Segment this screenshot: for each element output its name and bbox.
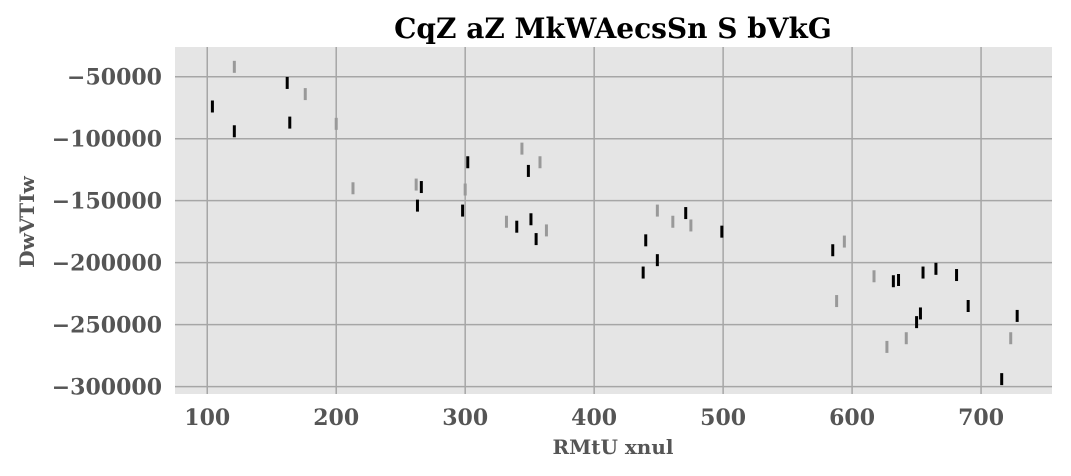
x-tick-label: 700 xyxy=(958,405,1004,431)
x-tick-label: 200 xyxy=(313,405,359,431)
data-markers xyxy=(210,60,1019,386)
y-tick-label: −200000 xyxy=(52,251,162,277)
x-tick-label: 400 xyxy=(571,405,617,431)
y-tick-label: −100000 xyxy=(52,127,162,153)
chart-title: CqZ aZ MkWAecsSn S bVkG xyxy=(394,12,832,45)
x-tick-label: 300 xyxy=(442,405,488,431)
x-tick-label: 500 xyxy=(700,405,746,431)
y-tick-label: −150000 xyxy=(52,189,162,215)
x-tick-label: 600 xyxy=(829,405,875,431)
y-tick-label: −300000 xyxy=(52,375,162,401)
x-tick-label: 100 xyxy=(184,405,230,431)
x-axis-label: RMtU xnul xyxy=(552,435,673,459)
grid-lines xyxy=(175,47,1052,394)
y-tick-label: −50000 xyxy=(67,65,162,91)
y-tick-label: −250000 xyxy=(52,313,162,339)
tick-labels: 100 200 300 400 500 600 700 −50000 −100000 −15000… xyxy=(52,65,1004,431)
y-axis-label: DwVTIw xyxy=(15,175,39,267)
